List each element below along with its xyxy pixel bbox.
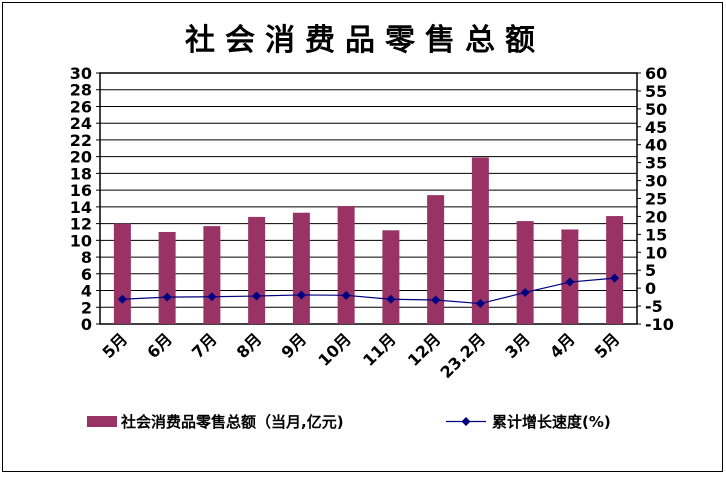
left-tick-label: 30	[70, 64, 92, 83]
x-tick-label: 9月	[278, 329, 311, 362]
legend: 社会消费品零售总额（当月,亿元) 累计增长速度(%)	[87, 413, 611, 431]
right-tick-label: 45	[645, 118, 667, 137]
left-tick-label: 24	[70, 114, 92, 133]
bar	[382, 230, 400, 324]
right-tick-label: 10	[645, 243, 667, 262]
bar	[606, 216, 624, 324]
left-tick-label: 16	[70, 181, 92, 200]
left-tick-label: 28	[70, 81, 92, 100]
line-series	[117, 273, 620, 309]
right-tick-label: 20	[645, 207, 667, 226]
legend-line-label: 累计增长速度(%)	[492, 413, 611, 431]
left-tick-label: 2	[81, 298, 92, 317]
bar	[516, 221, 534, 324]
line-point	[296, 290, 306, 300]
x-tick-label: 4月	[546, 329, 579, 362]
bar	[471, 157, 489, 324]
left-tick-label: 6	[81, 265, 92, 284]
right-tick-label: 35	[645, 154, 667, 173]
line-point	[162, 292, 172, 302]
bar	[248, 216, 266, 324]
bar	[113, 223, 131, 324]
right-tick-label: 55	[645, 82, 667, 101]
x-tick-label: 5月	[99, 329, 132, 362]
growth-line	[122, 277, 615, 305]
left-tick-label: 10	[70, 231, 92, 250]
right-tick-label: 5	[645, 261, 656, 280]
x-tick-label: 12月	[404, 329, 445, 370]
line-point	[475, 299, 485, 309]
bar	[203, 226, 221, 324]
legend-bar-swatch	[87, 416, 117, 427]
bar	[292, 212, 310, 324]
left-tick-label: 22	[70, 131, 92, 150]
right-tick-label: 60	[645, 64, 667, 83]
right-tick-label: -5	[645, 297, 663, 316]
x-tick-label: 11月	[359, 329, 400, 370]
line-point	[520, 287, 530, 297]
right-tick-label: 25	[645, 190, 667, 209]
plot-area	[99, 72, 638, 325]
right-tick-label: 30	[645, 172, 667, 191]
line-point	[252, 291, 262, 301]
line-point	[386, 294, 396, 304]
x-tick-label: 10月	[314, 329, 355, 370]
right-tick-label: 40	[645, 136, 667, 155]
left-tick-label: 4	[81, 282, 92, 301]
legend-line-marker	[461, 417, 471, 426]
line-point	[117, 294, 127, 304]
line-point	[341, 290, 351, 300]
x-tick-label: 8月	[233, 329, 266, 362]
left-tick-label: 18	[70, 164, 92, 183]
right-tick-label: 50	[645, 100, 667, 119]
bar	[337, 206, 355, 324]
bar	[158, 231, 176, 324]
grid-layer	[100, 72, 637, 325]
legend-bar-label: 社会消费品零售总额（当月,亿元)	[120, 413, 344, 431]
left-tick-label: 14	[70, 198, 92, 217]
x-tick-label: 23.2月	[437, 329, 490, 382]
left-tick-label: 12	[70, 215, 92, 234]
left-tick-label: 0	[81, 315, 92, 334]
x-tick-label: 5月	[591, 329, 624, 362]
bar	[427, 195, 445, 324]
chart-title: 社会消费品零售总额	[185, 23, 545, 58]
line-point	[207, 292, 217, 302]
right-tick-label: 0	[645, 279, 656, 298]
x-tick-label: 3月	[501, 329, 534, 362]
left-tick-label: 26	[70, 97, 92, 116]
line-point	[565, 277, 575, 287]
line-point	[610, 273, 620, 283]
left-tick-label: 8	[81, 248, 92, 267]
left-tick-label: 20	[70, 148, 92, 167]
right-tick-label: -10	[645, 315, 674, 334]
bar	[561, 229, 579, 324]
x-tick-label: 6月	[143, 329, 176, 362]
right-tick-label: 15	[645, 225, 667, 244]
x-tick-label: 7月	[188, 329, 221, 362]
line-point	[431, 295, 441, 305]
